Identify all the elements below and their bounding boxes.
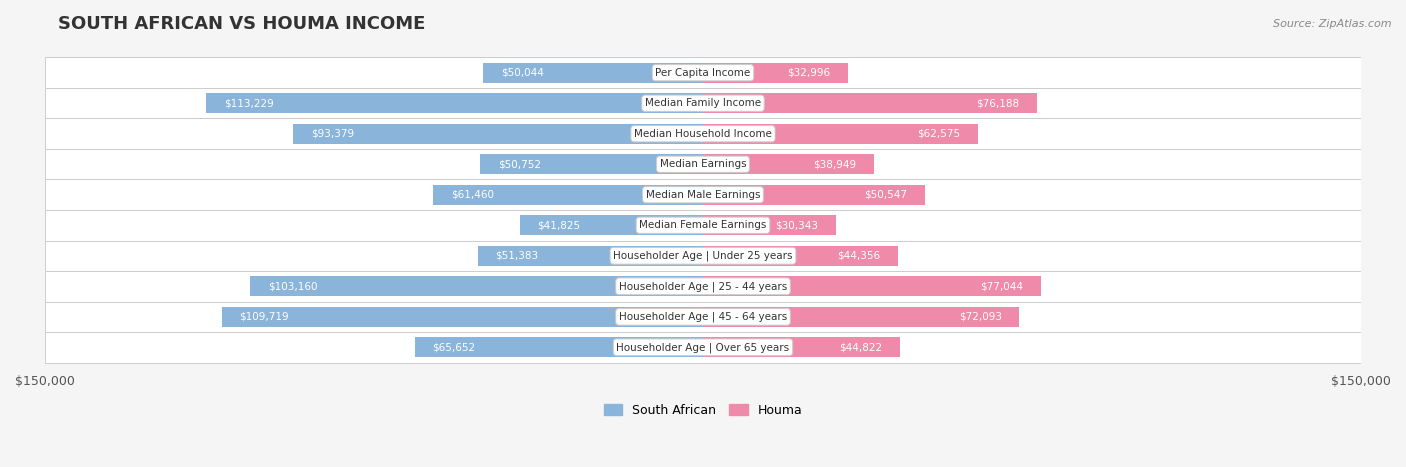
Bar [45, 271, 1361, 302]
Bar [45, 149, 1361, 179]
Text: $32,996: $32,996 [787, 68, 830, 78]
Bar [45, 179, 1361, 210]
Bar [45, 119, 1361, 149]
Bar [45, 57, 1361, 88]
Bar [519, 215, 703, 235]
Bar [45, 88, 1361, 119]
Text: $61,460: $61,460 [451, 190, 494, 200]
Text: $65,652: $65,652 [433, 342, 475, 352]
Bar [433, 185, 703, 205]
Bar [703, 124, 977, 144]
Bar [45, 210, 1361, 241]
Bar [703, 154, 875, 174]
Text: $77,044: $77,044 [980, 281, 1024, 291]
Bar [703, 276, 1040, 296]
Bar [207, 93, 703, 113]
Text: $62,575: $62,575 [917, 129, 960, 139]
Bar [703, 63, 848, 83]
Text: Per Capita Income: Per Capita Income [655, 68, 751, 78]
Bar [703, 93, 1038, 113]
Text: $109,719: $109,719 [239, 312, 288, 322]
Bar [45, 57, 1361, 88]
Text: $50,044: $50,044 [501, 68, 544, 78]
Text: $93,379: $93,379 [311, 129, 354, 139]
Bar [484, 63, 703, 83]
Bar [45, 149, 1361, 179]
Bar [45, 241, 1361, 271]
Text: Source: ZipAtlas.com: Source: ZipAtlas.com [1274, 19, 1392, 28]
Text: Householder Age | 45 - 64 years: Householder Age | 45 - 64 years [619, 311, 787, 322]
Text: $44,822: $44,822 [839, 342, 882, 352]
Text: Median Female Earnings: Median Female Earnings [640, 220, 766, 230]
Text: $44,356: $44,356 [837, 251, 880, 261]
Bar [703, 307, 1019, 327]
Text: $72,093: $72,093 [959, 312, 1001, 322]
Bar [703, 185, 925, 205]
Text: $41,825: $41,825 [537, 220, 581, 230]
Bar [703, 337, 900, 357]
Text: Median Earnings: Median Earnings [659, 159, 747, 169]
Text: Median Household Income: Median Household Income [634, 129, 772, 139]
Text: $50,547: $50,547 [865, 190, 907, 200]
Text: $76,188: $76,188 [977, 98, 1019, 108]
Bar [222, 307, 703, 327]
Text: $38,949: $38,949 [813, 159, 856, 169]
Bar [45, 88, 1361, 119]
Bar [294, 124, 703, 144]
Bar [478, 246, 703, 266]
Bar [45, 241, 1361, 271]
Bar [45, 119, 1361, 149]
Text: Median Male Earnings: Median Male Earnings [645, 190, 761, 200]
Bar [45, 332, 1361, 362]
Bar [250, 276, 703, 296]
Text: $103,160: $103,160 [269, 281, 318, 291]
Bar [45, 302, 1361, 332]
Text: $30,343: $30,343 [776, 220, 818, 230]
Bar [481, 154, 703, 174]
Bar [45, 210, 1361, 241]
Text: Householder Age | Over 65 years: Householder Age | Over 65 years [616, 342, 790, 353]
Bar [703, 215, 837, 235]
Text: $113,229: $113,229 [224, 98, 274, 108]
Text: Householder Age | Under 25 years: Householder Age | Under 25 years [613, 250, 793, 261]
Text: Median Family Income: Median Family Income [645, 98, 761, 108]
Text: $51,383: $51,383 [495, 251, 538, 261]
Text: Householder Age | 25 - 44 years: Householder Age | 25 - 44 years [619, 281, 787, 291]
Bar [703, 246, 897, 266]
Legend: South African, Houma: South African, Houma [599, 399, 807, 422]
Bar [45, 179, 1361, 210]
Bar [45, 271, 1361, 302]
Text: $50,752: $50,752 [498, 159, 541, 169]
Bar [45, 302, 1361, 332]
Bar [415, 337, 703, 357]
Bar [45, 332, 1361, 362]
Text: SOUTH AFRICAN VS HOUMA INCOME: SOUTH AFRICAN VS HOUMA INCOME [58, 15, 426, 33]
